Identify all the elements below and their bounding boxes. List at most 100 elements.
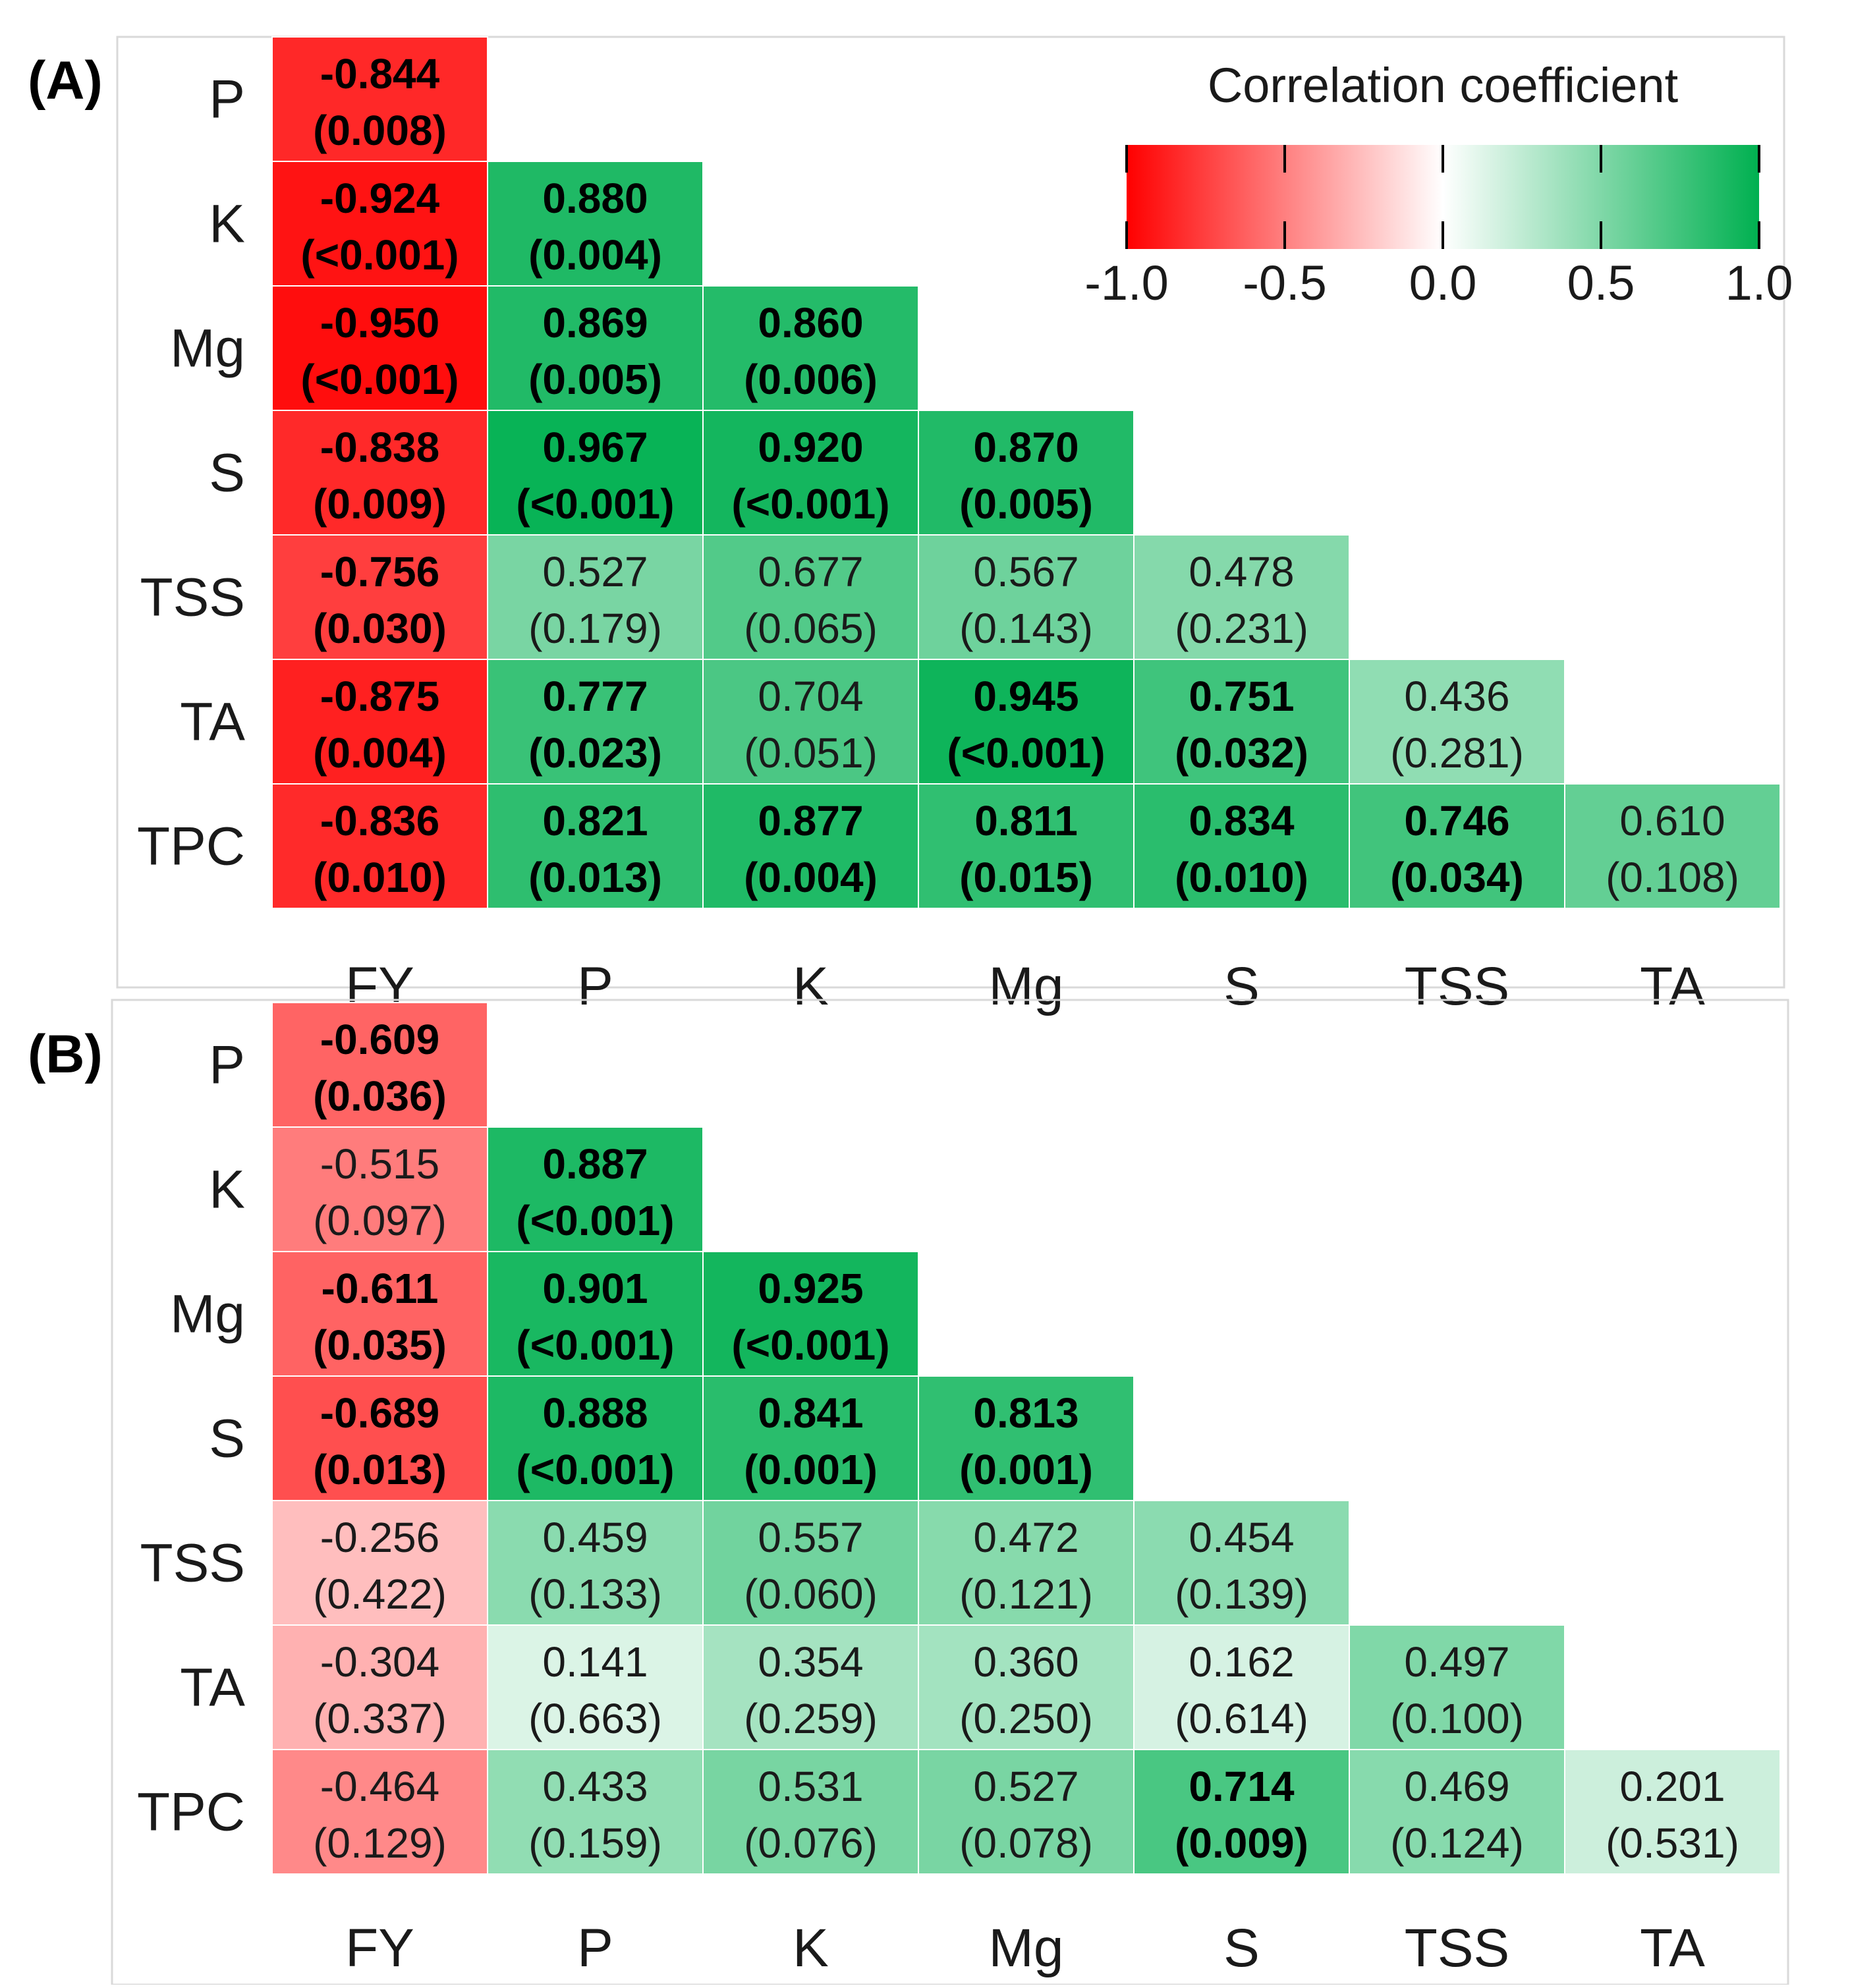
heatmap-cell: 0.880 (0.004) (487, 161, 704, 287)
heatmap-cell: 0.877 (0.004) (702, 783, 919, 909)
cell-coefficient: 0.459 (542, 1514, 648, 1561)
cell-p-value: (0.001) (959, 1446, 1093, 1493)
heatmap-cell-fill (918, 1749, 1135, 1875)
column-label: K (793, 956, 829, 1016)
cell-p-value: (0.004) (744, 854, 878, 901)
heatmap-cell: 0.354 (0.259) (702, 1624, 919, 1750)
heatmap-cell-fill (271, 161, 488, 287)
column-label: S (1223, 1918, 1260, 1978)
heatmap-cell-fill (487, 783, 704, 909)
heatmap-cell: -0.836 (0.010) (271, 783, 488, 909)
cell-p-value: (0.337) (313, 1695, 447, 1742)
cell-p-value: (<0.001) (300, 356, 459, 403)
heatmap-cell-fill (702, 1624, 919, 1750)
cell-p-value: (0.179) (528, 605, 662, 652)
row-label: TSS (140, 568, 245, 628)
heatmap-cell: 0.201 (0.531) (1564, 1749, 1781, 1875)
cell-coefficient: 0.813 (973, 1389, 1079, 1437)
cell-p-value: (0.133) (528, 1570, 662, 1618)
cell-p-value: (0.015) (959, 854, 1093, 901)
row-label: S (209, 443, 245, 503)
heatmap-cell-fill (1133, 1749, 1350, 1875)
cell-p-value: (0.013) (313, 1446, 447, 1493)
heatmap-cell-fill (702, 1749, 919, 1875)
heatmap-cell: 0.472 (0.121) (918, 1500, 1135, 1626)
heatmap-cell: -0.256 (0.422) (271, 1500, 488, 1626)
heatmap-cell: 0.567 (0.143) (918, 534, 1135, 660)
heatmap-cell-fill (918, 1375, 1135, 1501)
cell-p-value: (0.065) (744, 605, 878, 652)
row-label: TPC (137, 817, 245, 877)
row-label: TPC (137, 1782, 245, 1842)
row-label: TA (180, 692, 245, 752)
heatmap-cell-fill (271, 285, 488, 411)
legend-tick-label: -0.5 (1243, 256, 1327, 310)
heatmap-cell: 0.869 (0.005) (487, 285, 704, 411)
heatmap-cell-fill (1133, 534, 1350, 660)
cell-coefficient: 0.880 (542, 175, 648, 222)
cell-coefficient: 0.469 (1404, 1763, 1509, 1810)
heatmap-cell-fill (702, 1251, 919, 1377)
cell-p-value: (0.032) (1175, 729, 1308, 777)
cell-coefficient: 0.877 (758, 797, 863, 844)
cell-p-value: (<0.001) (731, 480, 889, 528)
cell-coefficient: 0.887 (542, 1140, 648, 1188)
heatmap-cell-fill (918, 534, 1135, 660)
heatmap-cell: -0.950 (<0.001) (271, 285, 488, 411)
legend-title: Correlation coefficient (1208, 58, 1679, 113)
panel-b: (B) -0.609 (0.036) -0.515 (0.097) 0.887 (<0.00… (28, 999, 1789, 1986)
heatmap-cell-fill (487, 534, 704, 660)
heatmap-cell: 0.870 (0.005) (918, 410, 1135, 536)
color-legend: Correlation coefficient -1.0 -0.5 0.0 0.5 1.0 (1084, 58, 1793, 310)
cell-p-value: (<0.001) (516, 1321, 674, 1369)
heatmap-cell-fill (271, 659, 488, 785)
cell-coefficient: 0.436 (1404, 673, 1509, 720)
cell-p-value: (0.060) (744, 1570, 878, 1618)
column-label: P (577, 956, 613, 1016)
cell-p-value: (0.100) (1390, 1695, 1524, 1742)
cell-coefficient: -0.836 (320, 797, 439, 844)
cell-coefficient: 0.497 (1404, 1638, 1509, 1686)
legend-tick-label: 0.5 (1567, 256, 1635, 310)
heatmap-cell: 0.704 (0.051) (702, 659, 919, 785)
cell-p-value: (<0.001) (516, 1197, 674, 1244)
heatmap-cell: -0.611 (0.035) (271, 1251, 488, 1377)
cell-coefficient: 0.869 (542, 299, 648, 346)
cell-p-value: (<0.001) (947, 729, 1105, 777)
cell-coefficient: 0.354 (758, 1638, 863, 1686)
heatmap-cell: 0.925 (<0.001) (702, 1251, 919, 1377)
cell-p-value: (0.159) (528, 1819, 662, 1867)
cell-coefficient: 0.945 (973, 673, 1079, 720)
panel-a: (A) -0.844 (0.008) -0.924 (<0.001) 0.880 (0.00… (28, 36, 1793, 1016)
cell-p-value: (0.009) (1175, 1819, 1308, 1867)
cell-coefficient: -0.875 (320, 673, 439, 720)
heatmap-cell-fill (271, 534, 488, 660)
cell-coefficient: 0.860 (758, 299, 863, 346)
heatmap-cell-fill (487, 1375, 704, 1501)
row-label: K (209, 194, 245, 254)
heatmap-cell-fill (1564, 783, 1781, 909)
cell-coefficient: -0.756 (320, 548, 439, 595)
cell-p-value: (0.076) (744, 1819, 878, 1867)
cell-p-value: (0.614) (1175, 1695, 1308, 1742)
cell-p-value: (0.008) (313, 107, 447, 154)
row-label: Mg (170, 319, 245, 379)
heatmap-cell: -0.304 (0.337) (271, 1624, 488, 1750)
cell-coefficient: -0.689 (320, 1389, 439, 1437)
heatmap-cell: 0.360 (0.250) (918, 1624, 1135, 1750)
column-label: TSS (1405, 1918, 1509, 1978)
legend-tick-label: 0.0 (1409, 256, 1477, 310)
cell-coefficient: -0.256 (320, 1514, 439, 1561)
cell-coefficient: 0.141 (542, 1638, 648, 1686)
cell-coefficient: -0.838 (320, 424, 439, 471)
cell-p-value: (0.035) (313, 1321, 447, 1369)
heatmap-cell: 0.821 (0.013) (487, 783, 704, 909)
heatmap-cell: 0.497 (0.100) (1349, 1624, 1565, 1750)
heatmap-cell-fill (271, 1375, 488, 1501)
heatmap-cell-fill (702, 783, 919, 909)
heatmap-cell: -0.756 (0.030) (271, 534, 488, 660)
heatmap-cell: 0.436 (0.281) (1349, 659, 1565, 785)
cell-p-value: (0.121) (959, 1570, 1093, 1618)
cell-p-value: (0.023) (528, 729, 662, 777)
